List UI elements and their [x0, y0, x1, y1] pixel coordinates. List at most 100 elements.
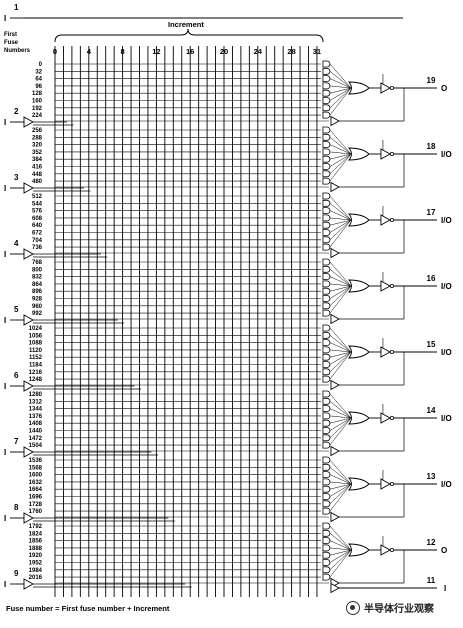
and-gate-icon — [322, 544, 331, 552]
inverter-bubble — [389, 548, 394, 553]
output-pin-number: 13 — [427, 472, 436, 481]
fuse-number-label: 1984 — [29, 568, 43, 574]
or-input-wire — [329, 533, 352, 551]
and-gate-icon — [322, 456, 331, 464]
or-input-wire — [329, 285, 352, 299]
output-pin-label: I/O — [441, 216, 452, 225]
and-gate-icon — [322, 177, 331, 185]
or-input-wire — [329, 153, 352, 174]
or-input-wire — [329, 483, 352, 497]
fuse-number-label: 640 — [32, 223, 43, 229]
inverter-bubble — [389, 283, 394, 288]
and-gate-icon — [322, 375, 331, 383]
feedback-buffer-icon — [330, 313, 340, 325]
and-gate-icon — [322, 478, 331, 486]
fuse-number-label: 768 — [32, 260, 43, 266]
and-gate-icon — [322, 273, 331, 280]
fuse-number-label: 1184 — [29, 363, 43, 369]
fuse-number-label: 1344 — [29, 407, 43, 413]
and-gate-icon — [322, 111, 331, 119]
fuse-number-label: 1760 — [29, 509, 43, 515]
and-gate-icon — [322, 67, 331, 75]
and-gate-icon — [322, 258, 331, 266]
and-gate-icon — [322, 529, 331, 537]
input-buffer-icon — [23, 512, 34, 524]
output-pin-label: I/O — [441, 150, 452, 159]
bottom-pin-number: 11 — [427, 576, 436, 585]
or-gate-icon — [347, 477, 370, 491]
or-input-wire — [329, 219, 352, 240]
input-pin-label: I — [4, 514, 6, 523]
input-buffer-icon — [23, 380, 34, 392]
fuse-number-label: 992 — [32, 311, 43, 317]
or-input-wire — [329, 87, 352, 108]
fuse-number-label: 1280 — [29, 392, 43, 398]
output-pin-number: 14 — [427, 406, 436, 415]
fuse-number-label: 1856 — [29, 539, 43, 545]
fuse-number-label: 800 — [32, 267, 43, 273]
input-pin-label: I — [4, 382, 6, 391]
input-pin-number: 1 — [14, 3, 19, 12]
and-gate-icon — [322, 346, 331, 354]
and-gate-icon — [322, 331, 331, 339]
and-gate-icon — [322, 229, 331, 236]
increment-tick-label: 4 — [87, 47, 92, 56]
fuse-number-label: 1824 — [29, 531, 43, 537]
and-gate-icon — [322, 405, 331, 412]
increment-brace — [54, 28, 324, 43]
input-buffer-icon — [23, 116, 34, 128]
input-buffer-icon — [23, 314, 34, 326]
and-gate-icon — [322, 141, 331, 148]
output-pin-number: 17 — [427, 208, 436, 217]
output-buffer-icon — [380, 544, 391, 556]
bottom-pin-label: I — [444, 584, 446, 593]
increment-ticks: 0 4 8 12 16 20 24 28 31 — [53, 47, 321, 56]
fuse-number-label: 352 — [32, 150, 43, 156]
output-pin-number: 18 — [427, 142, 436, 151]
or-input-wire — [329, 408, 352, 419]
or-input-wire — [329, 261, 352, 287]
and-gate-icon — [322, 427, 331, 434]
fuse-number-label: 1088 — [29, 341, 43, 347]
or-gate-icon — [347, 213, 370, 227]
and-gate-icon — [322, 573, 331, 581]
or-input-wire — [329, 549, 352, 578]
or-input-wire — [329, 203, 352, 221]
or-input-wire — [329, 283, 351, 287]
or-input-wire — [329, 401, 352, 419]
and-gate-icon — [322, 97, 331, 104]
or-input-wire — [329, 153, 352, 182]
feedback-buffer-icon — [330, 247, 340, 259]
first-fuse-label-3: Numbers — [4, 48, 31, 54]
or-input-wire — [329, 219, 352, 226]
or-input-wire — [329, 474, 352, 485]
input-pin-number: 6 — [14, 371, 19, 380]
fuse-number-label: 1536 — [29, 458, 43, 464]
fuse-number-label: 1568 — [29, 465, 43, 471]
fuse-number-label: 224 — [32, 113, 43, 119]
or-input-wire — [329, 219, 352, 233]
and-gate-icon — [322, 368, 331, 376]
or-gate-icon — [347, 543, 370, 557]
fuse-number-label: 288 — [32, 135, 43, 141]
and-gate-icon — [322, 463, 331, 471]
output-pin-label: O — [441, 84, 447, 93]
input-buffer-icon — [23, 248, 34, 260]
fuse-number-label: 1056 — [29, 333, 43, 339]
or-input-wire — [329, 415, 351, 419]
and-gate-icon — [322, 199, 331, 207]
and-gate-icon — [322, 236, 331, 244]
and-gate-icon — [322, 361, 331, 368]
output-pin-number: 15 — [427, 340, 436, 349]
and-gate-icon — [322, 434, 331, 442]
or-input-wire — [329, 540, 352, 551]
and-gate-icon — [322, 207, 331, 214]
output-buffer-icon — [380, 148, 391, 160]
fuse-number-label: 1312 — [29, 399, 43, 405]
or-input-wire — [329, 351, 352, 365]
and-gate-icon — [322, 192, 331, 200]
watermark-icon — [346, 600, 360, 615]
or-input-wire — [329, 483, 352, 504]
